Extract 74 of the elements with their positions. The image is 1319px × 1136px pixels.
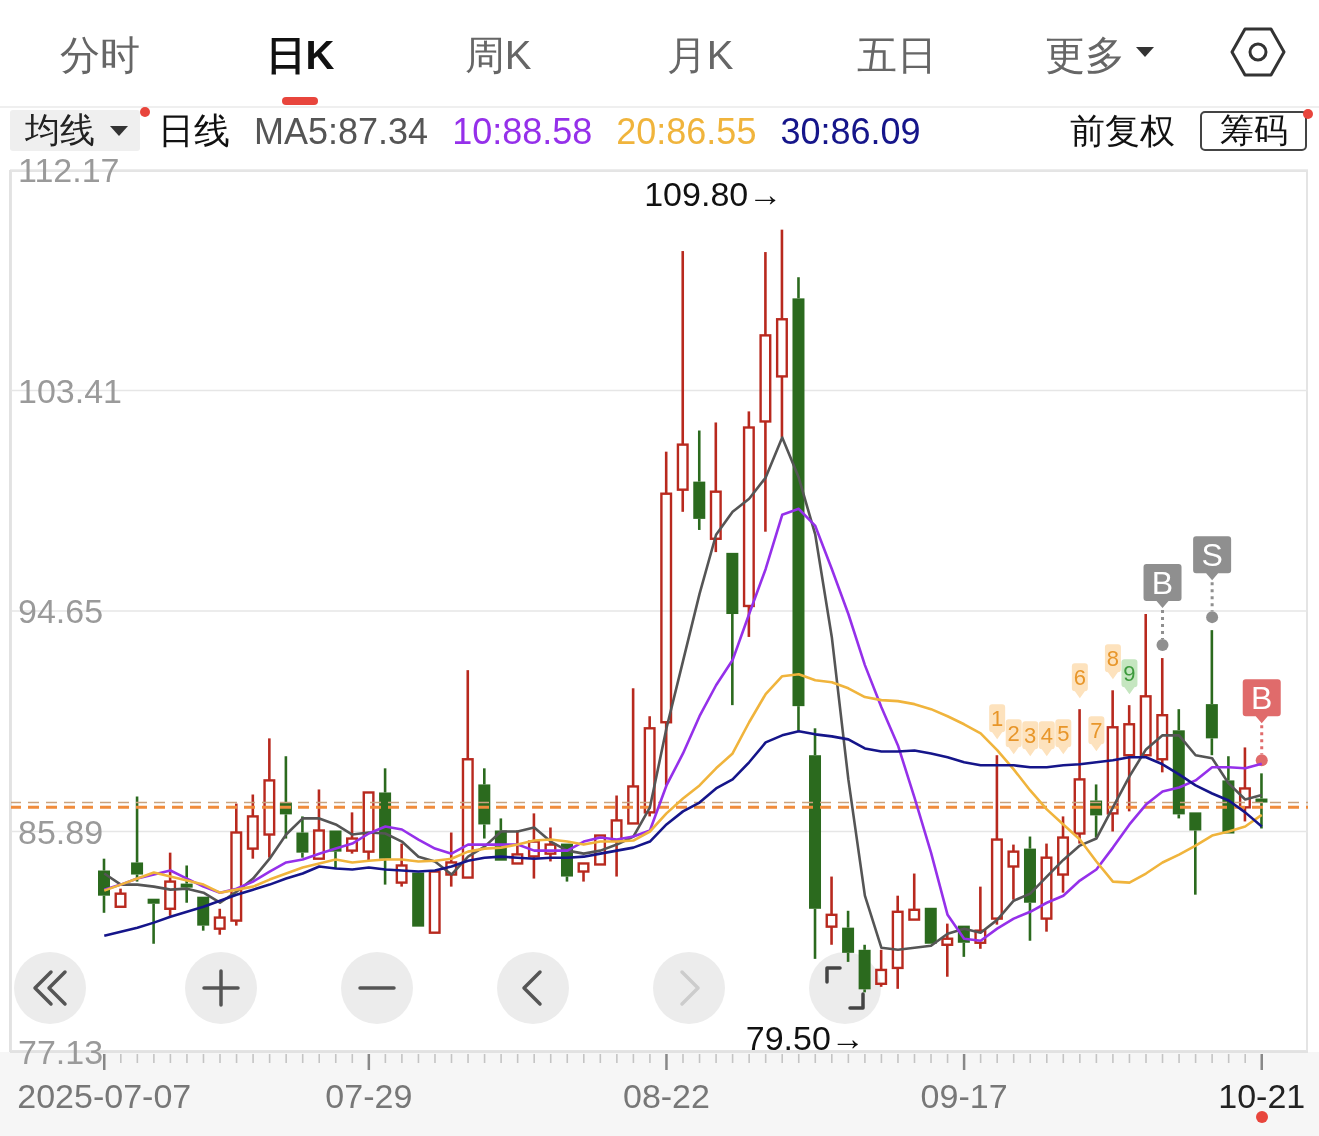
candlestick [974, 885, 987, 951]
text: 月K [666, 31, 734, 79]
annotation: 5 [1057, 720, 1070, 746]
annotation: 6 [1073, 664, 1086, 690]
annotation: 109.80→ [644, 174, 783, 213]
candlestick [577, 862, 590, 883]
text: 日K [265, 31, 335, 79]
candlestick [1189, 812, 1202, 896]
candlestick [594, 834, 607, 866]
text: 五日 [857, 31, 937, 79]
y-tick-label: 77.13 [18, 1033, 104, 1071]
candlestick [147, 898, 160, 946]
candlestick [428, 870, 441, 934]
candlestick [726, 552, 739, 707]
candlestick [676, 249, 689, 514]
candlestick [693, 429, 706, 532]
y-tick-label: 103.41 [18, 371, 122, 410]
candlestick [775, 228, 788, 439]
candlestick [197, 896, 210, 932]
x-tick-label: 2025-07-07 [17, 1077, 192, 1115]
annotation: B [1151, 565, 1174, 602]
candlestick [461, 668, 474, 879]
text: 20:86.55 [616, 110, 757, 152]
text: 30:86.09 [780, 110, 921, 152]
y-tick-label: 85.89 [18, 812, 104, 851]
x-tick-label: 07-29 [325, 1077, 413, 1115]
candlestick [1123, 703, 1136, 813]
annotation: S [1201, 537, 1223, 574]
candlestick [1040, 842, 1053, 933]
text: 周K [464, 31, 532, 79]
text: 分时 [60, 31, 140, 79]
candlestick [908, 872, 921, 921]
annotation: 3 [1024, 722, 1037, 748]
candlestick [660, 450, 673, 787]
candlestick [296, 815, 309, 859]
annotation: 79.50→ [745, 1019, 865, 1058]
candlestick [610, 794, 623, 878]
candlestick [230, 802, 243, 927]
candlestick [263, 737, 276, 859]
candlestick [759, 250, 772, 534]
candlestick [858, 943, 871, 994]
candlestick [627, 686, 640, 825]
candlestick [924, 907, 937, 944]
text: 10:88.58 [452, 110, 593, 152]
x-tick-label: 08-22 [622, 1077, 710, 1115]
candlestick [312, 788, 325, 860]
text: 前复权 [1070, 109, 1175, 152]
candlestick [1106, 688, 1119, 833]
x-tick-label: 10-21 [1218, 1077, 1306, 1115]
dropdown-box: 均线 [10, 110, 140, 151]
candlestick [891, 894, 904, 991]
annotation: 9 [1123, 660, 1136, 686]
y-tick-label: 112.17 [18, 151, 120, 189]
text: 更多 [1045, 31, 1125, 79]
candlestick [527, 812, 540, 880]
candlestick [395, 842, 408, 888]
candlestick [478, 767, 491, 840]
candlestick [1057, 815, 1070, 894]
candlestick [809, 727, 822, 961]
y-tick-label: 94.65 [18, 592, 104, 630]
annotation: 7 [1090, 717, 1103, 743]
annotation: 1 [991, 705, 1004, 731]
annotation: 4 [1040, 722, 1053, 748]
candlestick [213, 907, 226, 936]
candlestick [825, 875, 838, 947]
candlestick [792, 275, 805, 733]
candlestick [412, 872, 425, 927]
text: MA5:87.34 [254, 110, 429, 152]
legend-title: 日线 [158, 108, 230, 153]
candlestick [1139, 612, 1152, 757]
outlined-button: 筹码 [1200, 111, 1307, 151]
annotation: 8 [1106, 645, 1120, 671]
annotation: 2 [1007, 720, 1020, 746]
x-tick-label: 09-17 [920, 1077, 1008, 1115]
